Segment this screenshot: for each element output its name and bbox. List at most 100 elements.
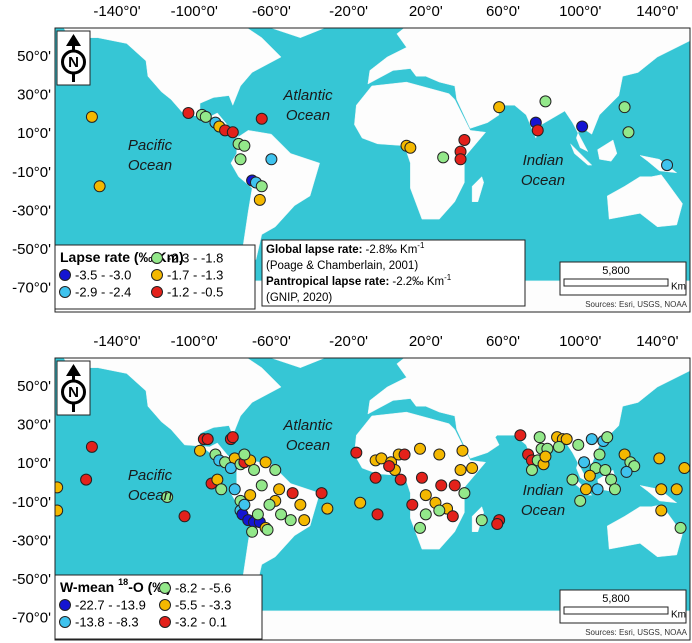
sample-point: [574, 494, 587, 507]
ocean-label: Atlantic: [282, 417, 333, 434]
ocean-label: Pacific: [128, 467, 173, 484]
sample-point: [255, 180, 268, 193]
continent: [471, 176, 484, 202]
sample-point: [263, 498, 276, 511]
sample-point: [93, 180, 106, 193]
sample-point: [371, 508, 384, 521]
note-sup: -1: [417, 241, 425, 250]
sample-point: [531, 124, 544, 137]
legend-swatch: [59, 599, 71, 611]
sample-point: [433, 448, 446, 461]
sample-point: [238, 498, 251, 511]
sample-point: [578, 456, 591, 469]
sample-point: [475, 514, 488, 527]
north-label: N: [68, 384, 79, 401]
sample-point: [201, 433, 214, 446]
sample-point: [566, 473, 579, 486]
sample-point: [354, 496, 367, 509]
sample-point: [608, 483, 621, 496]
sample-point: [178, 510, 191, 523]
sample-point: [448, 479, 461, 492]
x-tick-label: -140°0': [93, 3, 140, 20]
x-tick-label: 20°0': [409, 333, 443, 350]
y-tick-label: 50°0': [17, 48, 51, 65]
x-tick-label: -60°0': [252, 3, 291, 20]
ocean-label: Ocean: [286, 437, 330, 454]
sample-point: [215, 483, 228, 496]
scale-unit: Km: [671, 610, 686, 621]
north-arrow-head: [66, 34, 81, 46]
sample-point: [454, 153, 467, 166]
x-tick-label: 140°0': [636, 333, 678, 350]
sample-point: [618, 101, 631, 114]
sample-point: [678, 462, 690, 475]
legend-swatch: [151, 286, 163, 298]
ocean-label: Ocean: [521, 172, 565, 189]
sample-point: [259, 456, 272, 469]
continent: [597, 139, 618, 162]
ocean-label: Pacific: [128, 137, 173, 154]
legend-title: Lapse rate (‰/Km): [60, 249, 184, 265]
sample-point: [552, 440, 565, 453]
sample-point: [294, 498, 307, 511]
sample-point: [591, 483, 604, 496]
sample-point: [265, 153, 278, 166]
map-frame: [54, 357, 691, 641]
sample-point: [286, 487, 299, 500]
ocean-label: Indian: [523, 482, 564, 499]
legend-title-sup: 18: [118, 577, 128, 587]
sample-point: [419, 508, 432, 521]
legend-box: [54, 574, 263, 640]
x-tick-label: -100°0': [171, 3, 218, 20]
sample-point: [414, 521, 427, 534]
y-tick-label: 10°0': [17, 455, 51, 472]
map-panel: -140°0' -100°0' -60°0' -20°0' 20°0' 60°0' 100°…: [12, 3, 691, 313]
map-frame: [54, 27, 691, 313]
sample-point: [655, 483, 668, 496]
sample-point: [193, 444, 206, 457]
sample-point: [620, 465, 633, 478]
sample-point: [228, 483, 241, 496]
scale-bar: [563, 278, 669, 287]
note-line: Pantropical lapse rate: -2.2‰ Km-1: [266, 273, 452, 288]
x-tick-label: 60°0': [486, 333, 520, 350]
legend-title-text: Lapse rate (‰/Km): [60, 249, 184, 265]
legend-label: -5.5 - -3.3: [175, 597, 231, 612]
sample-point: [350, 446, 363, 459]
ocean-label: Indian: [523, 152, 564, 169]
sample-point: [456, 444, 469, 457]
note-text: -2.8‰ Km: [366, 244, 418, 256]
sample-point: [491, 518, 504, 531]
x-tick-label: 140°0': [636, 3, 678, 20]
sample-point: [406, 498, 419, 511]
north-label: N: [68, 54, 79, 71]
legend-title-text: W-mean: [60, 579, 114, 595]
sample-point: [622, 126, 635, 139]
sample-point: [238, 139, 251, 152]
scale-bar: [563, 606, 669, 615]
sample-point: [80, 473, 93, 486]
legend-label: -3.2 - 0.1: [175, 614, 227, 629]
sample-point: [533, 431, 546, 444]
map-panel: -140°0' -100°0' -60°0' -20°0' 20°0' 60°0' 100°…: [12, 333, 691, 641]
x-tick-label: -20°0': [329, 3, 368, 20]
sample-point: [655, 504, 668, 517]
continent: [367, 28, 690, 153]
legend-swatch: [151, 252, 163, 264]
sample-point: [394, 473, 407, 486]
sample-point: [226, 126, 239, 139]
legend-label: -13.8 - -8.3: [75, 614, 139, 629]
scale-unit: Km: [671, 282, 686, 293]
north-arrow-head: [66, 364, 81, 376]
y-tick-label: 30°0': [17, 87, 51, 104]
legend-label: -8.2 - -5.6: [175, 580, 231, 595]
sample-point: [446, 510, 459, 523]
y-tick-label: -10°0': [12, 164, 51, 181]
sample-point: [161, 491, 174, 504]
sample-point: [539, 95, 552, 108]
sample-point: [539, 450, 552, 463]
note-bold: Global lapse rate:: [266, 244, 363, 256]
legend-label: -2.3 - -1.8: [167, 250, 223, 265]
sample-point: [321, 502, 334, 515]
sample-point: [514, 429, 527, 442]
